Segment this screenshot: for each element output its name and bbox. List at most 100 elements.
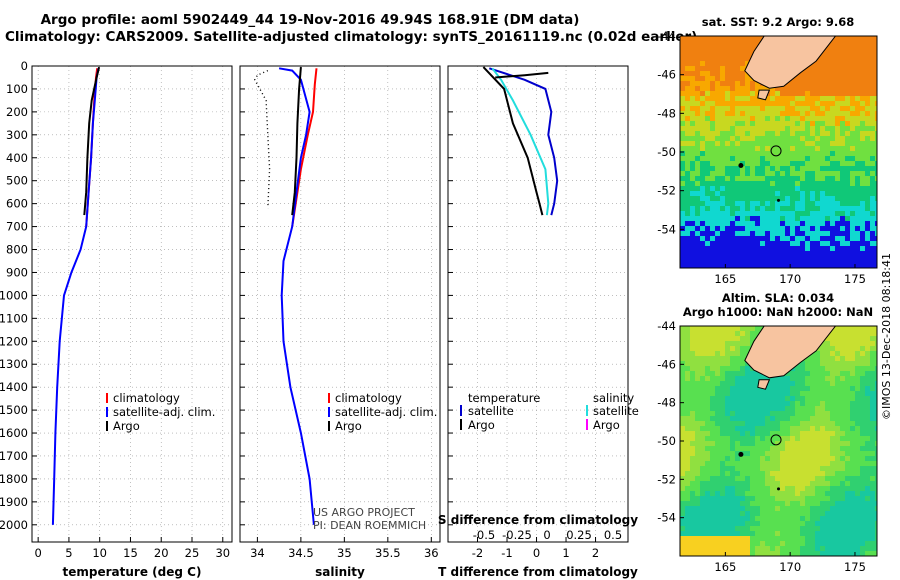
map-cell (755, 121, 760, 126)
map-cell (840, 526, 845, 531)
map-cell (850, 241, 855, 246)
map-cell (800, 241, 805, 246)
map-cell (795, 186, 800, 191)
map-cell (685, 226, 690, 231)
y-tick-label: 1800 (0, 472, 28, 486)
map-cell (700, 496, 705, 501)
map-cell (705, 246, 710, 251)
map-cell (875, 356, 877, 361)
map-cell (715, 331, 720, 336)
map-cell (870, 476, 875, 481)
map-cell (755, 106, 760, 111)
map-cell (795, 491, 800, 496)
map-cell (720, 526, 725, 531)
map-cell (840, 446, 845, 451)
map-cell (860, 211, 865, 216)
map-cell (810, 186, 815, 191)
map-cell (845, 216, 850, 221)
map-cell (775, 396, 780, 401)
map-cell (745, 216, 750, 221)
map-cell (770, 496, 775, 501)
map-cell (720, 336, 725, 341)
map-cell (720, 156, 725, 161)
map-cell (685, 491, 690, 496)
map-cell (705, 496, 710, 501)
map-cell (800, 391, 805, 396)
map-cell (795, 436, 800, 441)
map-cell (690, 336, 695, 341)
map-cell (785, 461, 790, 466)
map-cell (850, 101, 855, 106)
map-cell (765, 96, 770, 101)
map-cell (710, 456, 715, 461)
map-cell (850, 446, 855, 451)
map-cell (710, 376, 715, 381)
map-cell (725, 371, 730, 376)
map-cell (775, 541, 780, 546)
map-cell (870, 211, 875, 216)
map-cell (690, 326, 695, 331)
map-cell (800, 266, 805, 268)
map-cell (780, 266, 785, 268)
map-cell (855, 171, 860, 176)
map-cell (690, 131, 695, 136)
map-cell (710, 486, 715, 491)
map-cell (860, 406, 865, 411)
map-cell (780, 536, 785, 541)
map-cell (750, 506, 755, 511)
map-cell (715, 341, 720, 346)
map-cell (860, 531, 865, 536)
series-line-argo-top (495, 71, 549, 79)
map-cell (855, 76, 860, 81)
map-cell (835, 521, 840, 526)
map-cell (800, 361, 805, 366)
map-cell (870, 181, 875, 186)
map-cell (865, 256, 870, 261)
map-cell (720, 361, 725, 366)
map-cell (870, 221, 875, 226)
map-cell (730, 516, 735, 521)
map-cell (815, 101, 820, 106)
map-cell (815, 111, 820, 116)
map-cell (860, 66, 865, 71)
map-cell (845, 491, 850, 496)
map-cell (770, 521, 775, 526)
map-cell (680, 461, 685, 466)
map-cell (810, 371, 815, 376)
map-cell (855, 551, 860, 556)
map-cell (865, 141, 870, 146)
map-cell (740, 511, 745, 516)
map-cell (735, 446, 740, 451)
map-cell (785, 156, 790, 161)
map-cell (765, 181, 770, 186)
map-cell (805, 191, 810, 196)
map-cell (770, 126, 775, 131)
map-cell (705, 446, 710, 451)
map-cell (850, 151, 855, 156)
map-cell (765, 231, 770, 236)
map-cell (750, 116, 755, 121)
map-cell (850, 451, 855, 456)
map-cell (805, 221, 810, 226)
map-cell (850, 391, 855, 396)
map-cell (795, 531, 800, 536)
map-cell (795, 536, 800, 541)
map-cell (780, 511, 785, 516)
series-line-t-satellite (488, 67, 559, 216)
map-cell (820, 106, 825, 111)
map-cell (755, 36, 760, 41)
map-cell (750, 436, 755, 441)
map-cell (795, 206, 800, 211)
map-cell (855, 256, 860, 261)
map-cell (870, 511, 875, 516)
map-cell (830, 466, 835, 471)
map-cell (845, 396, 850, 401)
map-cell (745, 456, 750, 461)
map-cell (750, 516, 755, 521)
map-cell (830, 96, 835, 101)
map-cell (755, 141, 760, 146)
map-cell (680, 441, 685, 446)
map-cell (795, 506, 800, 511)
map-cell (770, 516, 775, 521)
map-cell (755, 111, 760, 116)
